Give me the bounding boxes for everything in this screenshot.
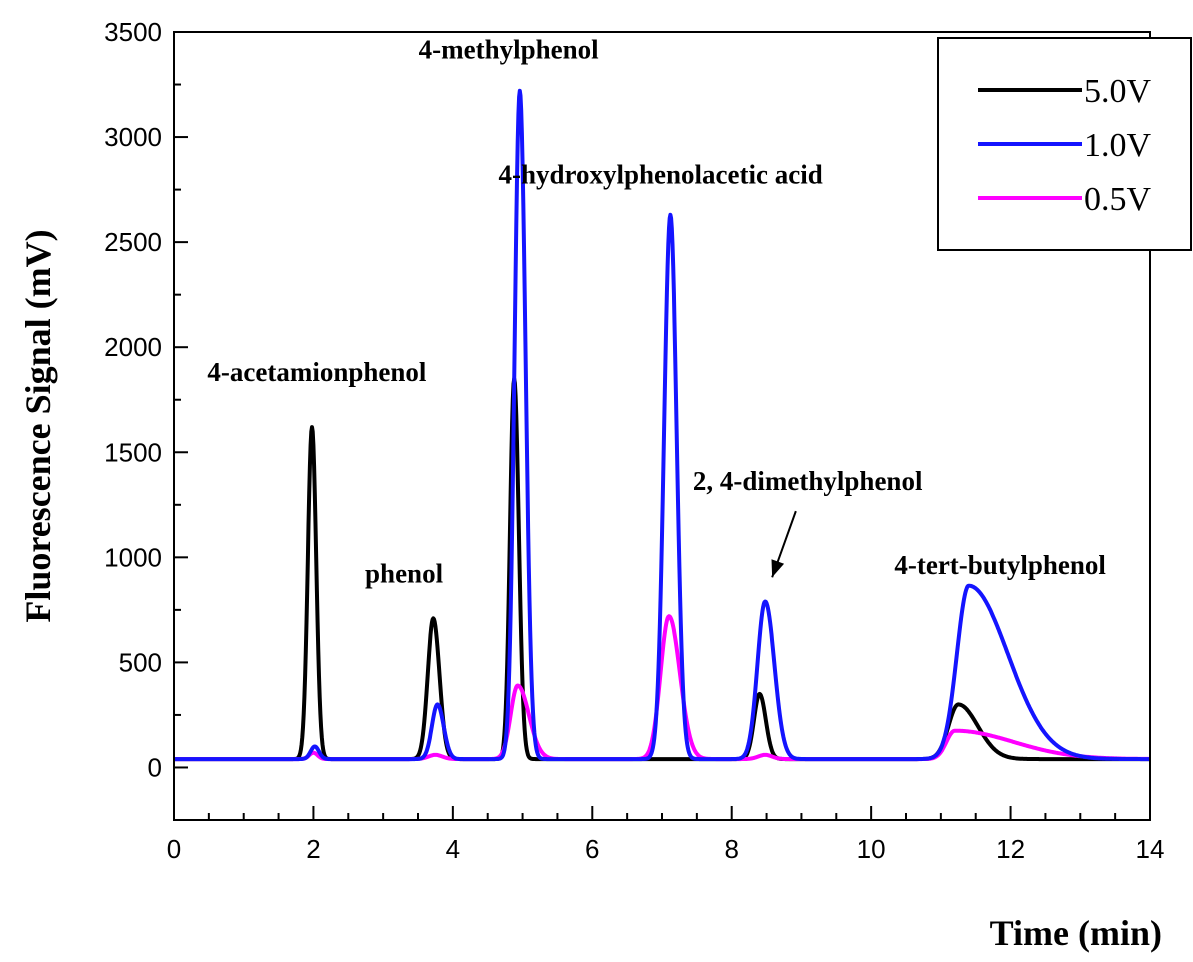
y-tick-label: 2000 [104,332,162,362]
x-tick-label: 12 [996,834,1025,864]
y-axis-title: Fluorescence Signal (mV) [18,229,58,622]
peak-annotation: 4-acetamionphenol [207,357,426,387]
annotation-arrow-head [771,559,785,578]
x-tick-label: 6 [585,834,599,864]
legend: 5.0V 1.0V 0.5V [937,37,1192,251]
peak-annotation: 4-hydroxylphenolacetic acid [498,159,822,189]
peak-annotation: phenol [365,559,444,589]
peak-annotation: 2, 4-dimethylphenol [693,466,923,496]
annotation-layer: 4-acetamionphenol phenol 4-methylphenol 4-h… [207,34,1106,588]
legend-label-0-5V: 0.5V [1084,181,1152,218]
x-tick-label: 0 [167,834,181,864]
legend-label-1-0V: 1.0V [1084,127,1152,164]
legend-label-5-0V: 5.0V [1084,73,1152,110]
y-tick-label: 3500 [104,17,162,47]
y-tick-label: 1500 [104,437,162,467]
x-tick-label: 4 [446,834,460,864]
tick-layer: 0 2 4 6 8 10 12 14 0 500 1000 1500 2000 2500 3000 3500 [104,17,1164,864]
x-tick-label: 10 [857,834,886,864]
y-tick-label: 2500 [104,227,162,257]
peak-annotation: 4-tert-butylphenol [894,550,1106,580]
x-tick-label: 8 [724,834,738,864]
y-tick-label: 3000 [104,122,162,152]
y-tick-label: 1000 [104,542,162,572]
peak-annotation: 4-methylphenol [419,34,600,64]
legend-entries: 5.0V 1.0V 0.5V [978,73,1152,218]
y-tick-label: 500 [119,647,162,677]
y-tick-label: 0 [148,752,162,782]
x-axis-title: Time (min) [990,913,1162,953]
x-tick-label: 2 [306,834,320,864]
x-tick-label: 14 [1136,834,1165,864]
series-line-1-0V [172,88,1152,762]
series-layer [172,88,1152,762]
